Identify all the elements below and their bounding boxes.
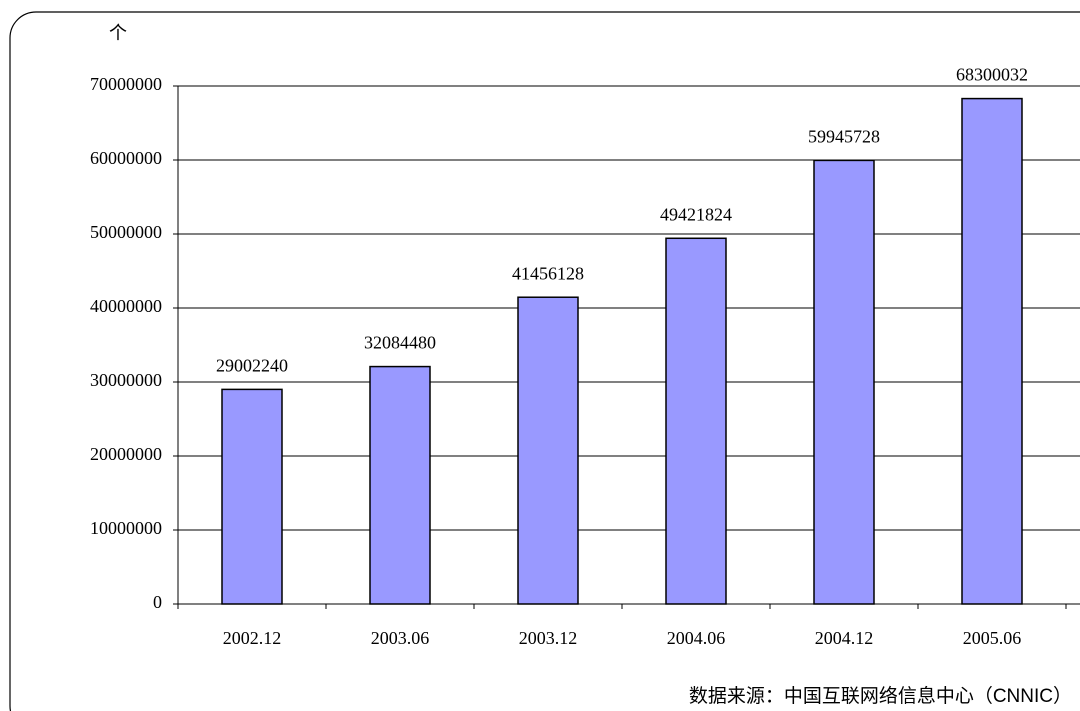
bar: [221, 388, 283, 605]
data-label: 59945728: [808, 127, 880, 147]
x-tick-label: 2005.06: [963, 628, 1022, 648]
data-label: 32084480: [364, 333, 436, 353]
y-tick-label: 50000000: [90, 222, 162, 242]
x-tick-label: 2004.12: [815, 628, 874, 648]
y-tick-label: 60000000: [90, 148, 162, 168]
bar: [665, 237, 727, 605]
y-axis-label: 个: [109, 23, 127, 43]
y-tick-label: 70000000: [90, 74, 162, 94]
y-tick-label: 30000000: [90, 370, 162, 390]
data-label: 41456128: [512, 263, 584, 283]
data-label: 49421824: [660, 204, 732, 224]
x-tick-label: 2004.06: [667, 628, 726, 648]
data-label: 68300032: [956, 65, 1028, 85]
bar: [369, 365, 431, 605]
x-tick-label: 2002.12: [223, 628, 282, 648]
x-tick-label: 2003.06: [371, 628, 430, 648]
bar: [517, 296, 579, 605]
bar: [813, 159, 875, 605]
source-note: 数据来源：中国互联网络信息中心（CNNIC）: [689, 685, 1072, 707]
y-tick-label: 10000000: [90, 518, 162, 538]
x-tick-label: 2003.12: [519, 628, 578, 648]
y-tick-label: 0: [153, 592, 162, 612]
y-tick-label: 20000000: [90, 444, 162, 464]
frame: [9, 11, 1080, 711]
bar: [961, 97, 1023, 605]
y-tick-label: 40000000: [90, 296, 162, 316]
data-label: 29002240: [216, 356, 288, 376]
